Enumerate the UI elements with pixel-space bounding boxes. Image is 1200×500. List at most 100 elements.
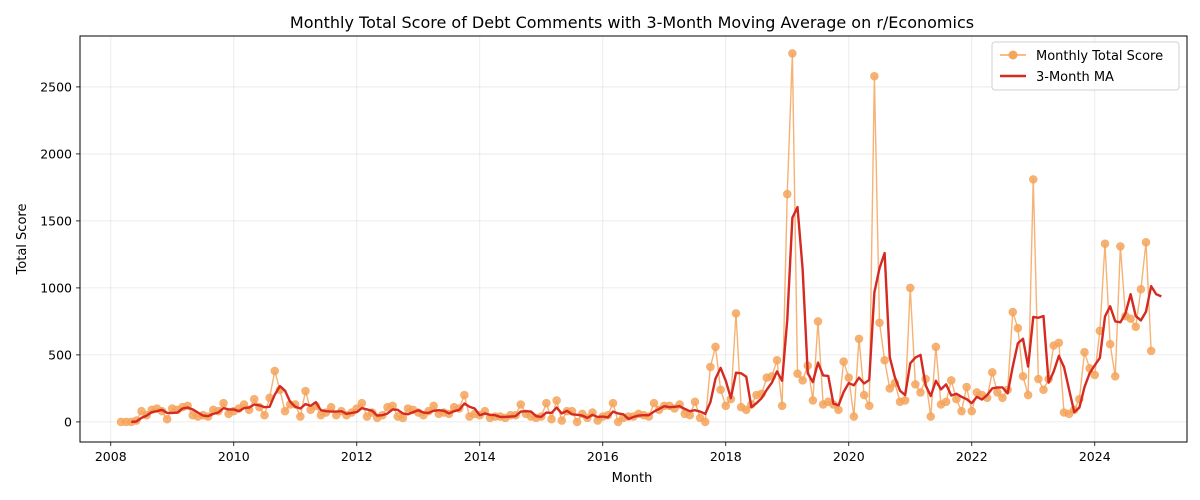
data-point-monthly-total-score (1008, 307, 1018, 317)
data-point-monthly-total-score (700, 417, 710, 427)
data-point-monthly-total-score (721, 401, 731, 411)
data-point-monthly-total-score (998, 393, 1007, 403)
data-point-monthly-total-score (460, 390, 469, 400)
data-point-monthly-total-score (1105, 339, 1115, 349)
x-tick-label: 2012 (341, 449, 373, 464)
data-point-monthly-total-score (1146, 346, 1156, 356)
data-point-monthly-total-score (731, 309, 741, 318)
legend-box (991, 41, 1180, 91)
data-point-monthly-total-score (1039, 385, 1048, 395)
data-point-monthly-total-score (900, 396, 910, 405)
x-tick-label: 2018 (710, 449, 742, 464)
y-tick-label: 500 (48, 347, 72, 362)
data-point-monthly-total-score (1116, 242, 1125, 251)
data-point-monthly-total-score (608, 398, 618, 408)
data-point-monthly-total-score (1100, 239, 1110, 248)
x-tick-label: 2010 (218, 449, 250, 464)
series-line-3-month-ma (131, 205, 1162, 424)
data-point-monthly-total-score (280, 406, 290, 416)
x-axis-label: Month (612, 471, 653, 486)
data-point-monthly-total-score (916, 388, 925, 397)
data-point-monthly-total-score (296, 412, 305, 421)
data-point-monthly-total-score (1131, 322, 1141, 332)
data-point-monthly-total-score (690, 397, 700, 407)
data-point-monthly-total-score (1090, 370, 1100, 380)
data-point-monthly-total-score (911, 380, 920, 389)
data-point-monthly-total-score (685, 410, 695, 420)
data-point-monthly-total-score (782, 189, 792, 199)
data-point-monthly-total-score (260, 410, 269, 420)
data-point-monthly-total-score (326, 402, 336, 412)
y-tick-label: 0 (64, 414, 72, 429)
data-point-monthly-total-score (711, 342, 720, 352)
data-point-monthly-total-score (1110, 372, 1120, 381)
data-point-monthly-total-score (946, 376, 956, 385)
data-point-monthly-total-score (941, 397, 951, 407)
data-point-monthly-total-score (834, 405, 843, 415)
data-point-monthly-total-score (962, 382, 971, 392)
x-tick-label: 2016 (587, 449, 619, 464)
data-point-monthly-total-score (957, 406, 966, 416)
plot-frame (79, 35, 1188, 443)
data-point-monthly-total-score (552, 396, 561, 405)
data-point-monthly-total-score (649, 398, 659, 408)
data-point-monthly-total-score (706, 362, 715, 372)
data-point-monthly-total-score (885, 384, 895, 393)
data-point-monthly-total-score (839, 357, 848, 366)
data-point-monthly-total-score (880, 355, 889, 365)
y-tick-label: 1500 (40, 213, 72, 228)
data-point-monthly-total-score (357, 398, 367, 408)
data-point-monthly-total-score (1034, 374, 1043, 384)
data-point-monthly-total-score (875, 318, 884, 328)
data-point-monthly-total-score (429, 401, 438, 411)
legend-label-3-month-ma: 3-Month MA (1036, 70, 1114, 85)
data-point-monthly-total-score (859, 390, 869, 400)
x-tick-label: 2014 (464, 449, 496, 464)
data-point-monthly-total-score (844, 373, 854, 382)
y-tick-label: 2000 (40, 146, 72, 161)
data-point-monthly-total-score (870, 71, 879, 81)
data-point-monthly-total-score (572, 417, 582, 427)
y-axis: 0 500 1000 1500 2000 2500 (40, 79, 80, 429)
data-point-monthly-total-score (516, 400, 526, 409)
data-point-monthly-total-score (1136, 284, 1146, 294)
data-point-monthly-total-score (219, 398, 228, 408)
data-point-monthly-total-score (793, 369, 802, 378)
x-axis: 2008 2010 2012 2014 2016 2018 2020 2022 2024 (95, 442, 1111, 464)
data-point-monthly-total-score (967, 406, 977, 416)
x-tick-label: 2024 (1079, 449, 1111, 464)
data-point-monthly-total-score (1126, 314, 1135, 324)
data-point-monthly-total-score (931, 342, 941, 352)
data-point-monthly-total-score (864, 401, 874, 411)
data-point-monthly-total-score (716, 385, 725, 395)
data-point-monthly-total-score (1028, 175, 1038, 184)
legend: Monthly Total Score 3-Month MA (991, 41, 1180, 91)
data-point-monthly-total-score (301, 386, 310, 396)
data-point-monthly-total-score (788, 49, 797, 58)
grid (80, 36, 1187, 442)
data-point-monthly-total-score (987, 368, 997, 377)
data-point-monthly-total-score (1023, 390, 1033, 400)
data-point-monthly-total-score (1080, 347, 1089, 357)
x-tick-label: 2022 (956, 449, 988, 464)
data-point-monthly-total-score (557, 416, 567, 425)
data-point-monthly-total-score (777, 401, 787, 411)
data-point-monthly-total-score (270, 366, 280, 376)
data-point-monthly-total-score (926, 412, 936, 421)
series-layer (116, 49, 1162, 427)
legend-marker-monthly-total-score (1008, 50, 1018, 60)
data-point-monthly-total-score (1054, 338, 1064, 348)
data-point-monthly-total-score (854, 334, 864, 344)
data-point-monthly-total-score (808, 396, 818, 405)
data-point-monthly-total-score (1018, 372, 1028, 381)
legend-label-monthly-total-score: Monthly Total Score (1036, 49, 1163, 64)
y-tick-label: 2500 (40, 79, 72, 94)
data-point-monthly-total-score (542, 398, 551, 408)
data-point-monthly-total-score (547, 414, 556, 424)
data-point-monthly-total-score (249, 394, 259, 404)
data-point-monthly-total-score (813, 317, 823, 326)
data-point-monthly-total-score (905, 283, 915, 293)
chart-title: Monthly Total Score of Debt Comments wit… (290, 13, 974, 32)
data-point-monthly-total-score (162, 414, 172, 424)
